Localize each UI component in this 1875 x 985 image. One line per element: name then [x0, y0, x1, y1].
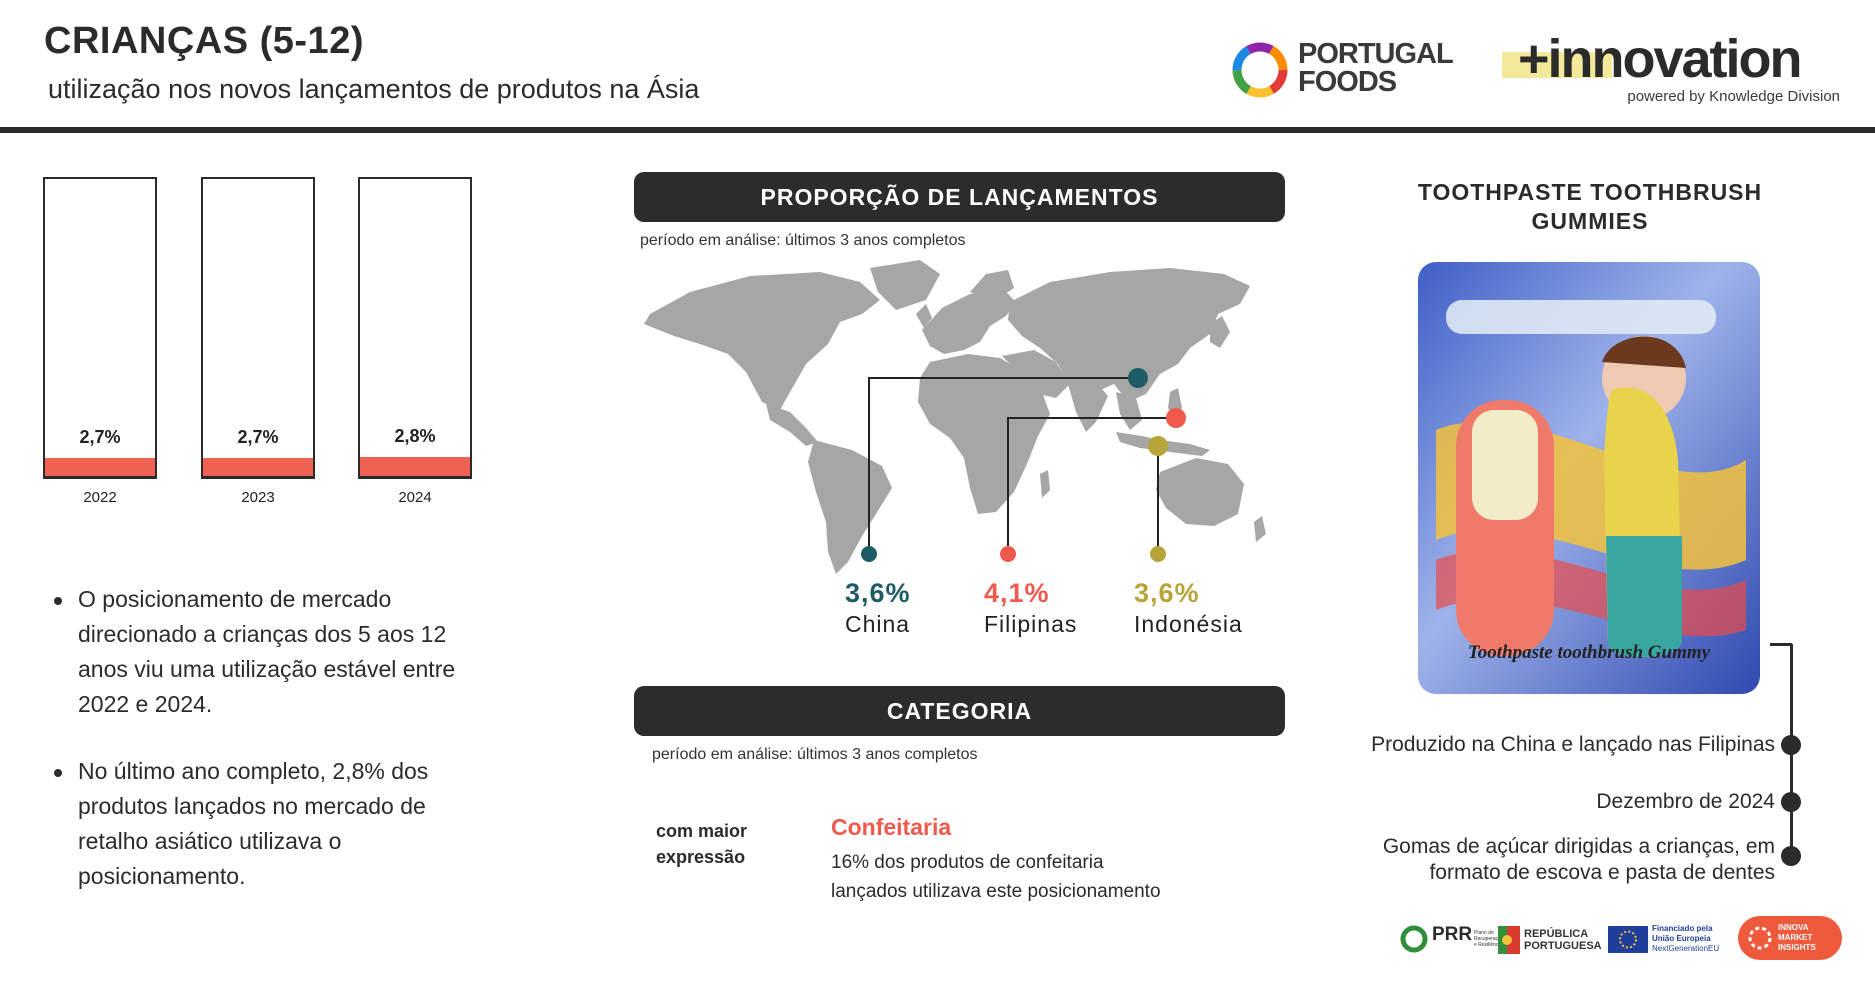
innova-line3: INSIGHTS: [1778, 943, 1816, 952]
page-title: CRIANÇAS (5-12): [44, 20, 364, 62]
philippines-marker: [1166, 408, 1186, 428]
innovation-tagline: powered by Knowledge Division: [1627, 88, 1840, 105]
stat-china-name: China: [845, 611, 911, 637]
timeline-dot: [1781, 792, 1801, 812]
portugal-foods-logo: PORTUGAL FOODS: [1230, 38, 1480, 100]
category-desc-line2: lançados utilizava este posicionamento: [831, 881, 1161, 902]
stat-philippines-value: 4,1%: [984, 578, 1050, 608]
stat-indonesia-name: Indonésia: [1134, 611, 1243, 637]
indonesia-dot: [1150, 546, 1166, 562]
eu-line1: Financiado pela: [1652, 924, 1713, 933]
summary-bullets: O posicionamento de mercado direcionado …: [52, 582, 472, 926]
stat-philippines: 4,1% Filipinas: [984, 578, 1077, 638]
timeline-origin-text: Produzido na China e lançado nas Filipin…: [1371, 733, 1775, 756]
bar-fill-2023: [203, 458, 313, 476]
portugal-flag-icon: [1498, 926, 1520, 954]
bar-2023: 2,7%: [201, 177, 315, 479]
timeline-cap: [1770, 643, 1792, 646]
category-period: período em análise: últimos 3 anos compl…: [652, 746, 978, 763]
bar-value-label-2023: 2,7%: [237, 427, 279, 447]
innovation-logo: +innovation powered by Knowledge Divisio…: [1500, 26, 1840, 110]
prr-subtext: Plano de Recuperação e Resiliência: [1474, 930, 1504, 948]
bar-category-label-2023: 2023: [241, 489, 275, 506]
innova-icon: [1748, 926, 1772, 950]
portugal-foods-line1: PORTUGAL: [1298, 38, 1454, 70]
header-divider: [0, 127, 1875, 133]
world-map: [644, 260, 1266, 574]
country-connectors: [861, 368, 1186, 562]
stat-indonesia: 3,6% Indonésia: [1134, 578, 1243, 638]
timeline-item-date: Dezembro de 2024: [1596, 789, 1775, 815]
bar-fill-2022: [45, 458, 155, 476]
product-image: Toothpaste toothbrush Gummy: [1418, 262, 1760, 694]
category-label-line2: expressão: [656, 847, 746, 867]
china-marker: [1128, 368, 1148, 388]
bar-fill-2024: [360, 457, 470, 476]
indonesia-marker: [1148, 436, 1168, 456]
portugal-foods-line2: FOODS: [1298, 66, 1397, 98]
timeline-item-description: Gomas de açúcar dirigidas a crianças, em…: [1383, 834, 1775, 886]
philippines-dot: [1000, 546, 1016, 562]
republica-line2: PORTUGUESA: [1524, 940, 1602, 952]
timeline-item-origin: Produzido na China e lançado nas Filipin…: [1371, 732, 1775, 758]
category-banner: CATEGORIA: [634, 686, 1285, 736]
innovation-highlight: [1502, 52, 1612, 78]
bar-chart: 2,7% 2022 2,7% 2023 2,8% 2024: [0, 0, 472, 506]
product-title: TOOTHPASTE TOOTHBRUSH GUMMIES: [1380, 178, 1800, 236]
philippines-connector: [1007, 417, 1176, 554]
republica-line1: REPÚBLICA: [1524, 928, 1589, 940]
bullet-item: O posicionamento de mercado direcionado …: [52, 582, 472, 722]
portugal-foods-wordmark: PORTUGAL FOODS: [1298, 38, 1454, 98]
china-dot: [861, 546, 877, 562]
gummy-bristles: [1472, 410, 1538, 520]
eu-line2: União Europeia: [1652, 934, 1711, 943]
timeline-description-line2: formato de escova e pasta de dentes: [1429, 861, 1775, 884]
republica-text: REPÚBLICA PORTUGUESA: [1524, 928, 1602, 952]
category-name: Confeitaria: [831, 814, 952, 840]
eu-line3: NextGenerationEU: [1652, 944, 1720, 953]
china-connector: [868, 377, 1138, 554]
product-title-line1: TOOTHPASTE TOOTHBRUSH: [1417, 179, 1763, 205]
bar-value-label-2022: 2,7%: [79, 427, 121, 447]
prr-logo: PRR Plano de Recuperação e Resiliência: [1400, 924, 1504, 954]
world-map-land: [644, 260, 1266, 574]
category-desc-line1: 16% dos produtos de confeitaria: [831, 852, 1104, 873]
innova-logo: INNOVA MARKET INSIGHTS: [1738, 916, 1842, 960]
package-label: Toothpaste toothbrush Gummy: [1468, 642, 1711, 663]
bar-2022: 2,7%: [43, 177, 157, 479]
bar-2024: 2,8%: [358, 177, 472, 479]
eu-funding-logo: Financiado pela União Europeia NextGener…: [1608, 922, 1719, 956]
eu-funding-text: Financiado pela União Europeia NextGener…: [1652, 924, 1719, 954]
innovation-wordmark: +innovation: [1518, 29, 1803, 89]
bar-category-label-2024: 2024: [398, 489, 432, 506]
eu-flag-icon: [1608, 926, 1648, 953]
bar-category-label-2022: 2022: [83, 489, 117, 506]
stat-china-value: 3,6%: [845, 578, 911, 608]
toothbrush-outline: [1446, 300, 1716, 334]
portugal-foods-ring-icon: [1232, 42, 1288, 98]
prr-icon: [1400, 925, 1428, 953]
innova-text: INNOVA MARKET INSIGHTS: [1778, 923, 1816, 953]
bar-value-label-2024: 2,8%: [394, 426, 436, 446]
innova-line1: INNOVA: [1778, 923, 1809, 932]
product-title-line2: GUMMIES: [1531, 208, 1649, 234]
prr-text: PRR: [1432, 924, 1473, 945]
timeline-description-line1: Gomas de açúcar dirigidas a crianças, em: [1382, 835, 1775, 858]
timeline-date-text: Dezembro de 2024: [1596, 790, 1775, 813]
category-label: com maior expressão: [656, 818, 747, 870]
innova-line2: MARKET: [1778, 933, 1813, 942]
category-label-line1: com maior: [656, 821, 748, 841]
page-subtitle: utilização nos novos lançamentos de prod…: [48, 74, 700, 104]
launches-banner: PROPORÇÃO DE LANÇAMENTOS: [634, 172, 1285, 222]
stat-indonesia-value: 3,6%: [1134, 578, 1200, 608]
stat-philippines-name: Filipinas: [984, 611, 1078, 637]
timeline-dot: [1781, 846, 1801, 866]
timeline-dot: [1781, 735, 1801, 755]
stat-china: 3,6% China: [845, 578, 911, 638]
launches-period: período em análise: últimos 3 anos compl…: [640, 232, 966, 249]
category-description: 16% dos produtos de confeitaria lançados…: [831, 848, 1161, 906]
bullet-item: No último ano completo, 2,8% dos produto…: [52, 754, 472, 894]
republica-logo: REPÚBLICA PORTUGUESA: [1498, 924, 1602, 956]
